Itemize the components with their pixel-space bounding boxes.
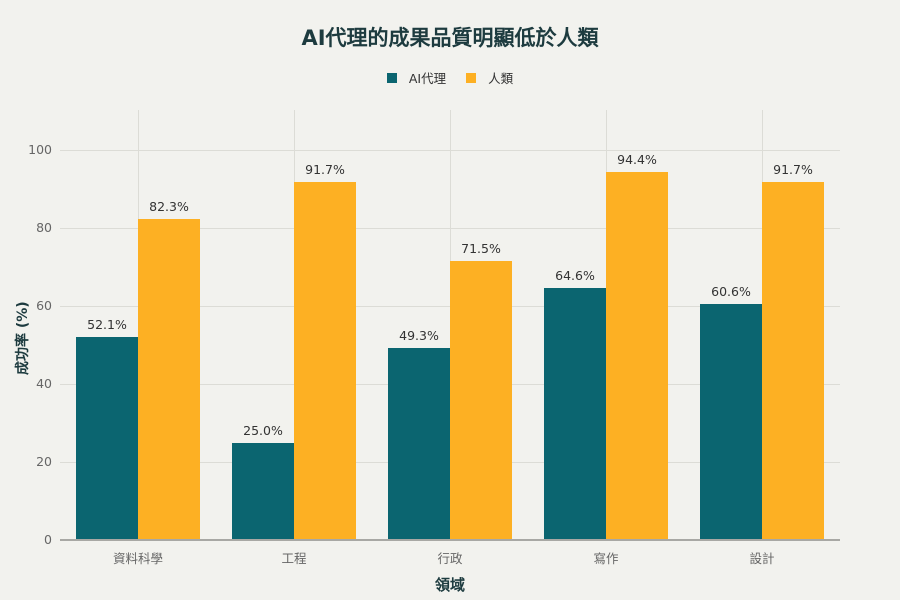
bar-human[interactable] [762,182,824,540]
y-axis-label: 成功率 (%) [15,301,31,375]
bar-value-label: 94.4% [617,151,657,167]
bar-ai[interactable] [76,336,138,540]
bar-value-label: 82.3% [149,199,189,215]
x-tick-label: 行政 [437,551,463,566]
bar-value-label: 64.6% [555,268,595,284]
y-tick-label: 0 [44,532,52,547]
y-tick-label: 20 [36,454,52,469]
bar-human[interactable] [294,182,356,540]
x-axis-line [60,539,840,541]
bar-human[interactable] [138,219,200,540]
legend-item-ai[interactable]: AI代理 [386,68,447,87]
bar-value-label: 25.0% [243,422,283,438]
plot-area: 52.1% 82.3% 25.0% 91.7% 49.3% 71.5% 64.6% 94.4%… [60,110,840,540]
bar-human[interactable] [450,261,512,540]
legend: AI代理 人類 [0,68,900,87]
bar-value-label: 52.1% [87,316,127,332]
chart-title: AI代理的成果品質明顯低於人類 [301,26,599,50]
bar-ai[interactable] [232,442,294,540]
y-tick-label: 80 [36,220,52,235]
bar-value-label: 91.7% [305,162,345,178]
x-tick-label: 設計 [749,551,775,566]
bar-ai[interactable] [700,303,762,540]
y-tick-label: 100 [28,142,52,157]
x-tick-label: 工程 [281,551,307,566]
bar-ai[interactable] [388,347,450,540]
bar-ai[interactable] [544,288,606,540]
legend-swatch-icon [466,72,477,83]
bar-value-label: 71.5% [461,241,501,257]
bar-value-label: 49.3% [399,327,439,343]
y-tick-label: 40 [36,376,52,391]
x-tick-label: 寫作 [593,551,619,566]
legend-item-human[interactable]: 人類 [466,68,513,87]
x-tick-label: 資料科學 [112,551,163,566]
bar-value-label: 91.7% [773,162,813,178]
x-axis-label: 領域 [434,576,465,594]
legend-label: AI代理 [408,71,447,86]
bar-human[interactable] [606,171,668,540]
bar-value-label: 60.6% [711,283,751,299]
legend-swatch-icon [386,72,397,83]
y-tick-label: 60 [36,298,52,313]
legend-label: 人類 [488,71,514,86]
